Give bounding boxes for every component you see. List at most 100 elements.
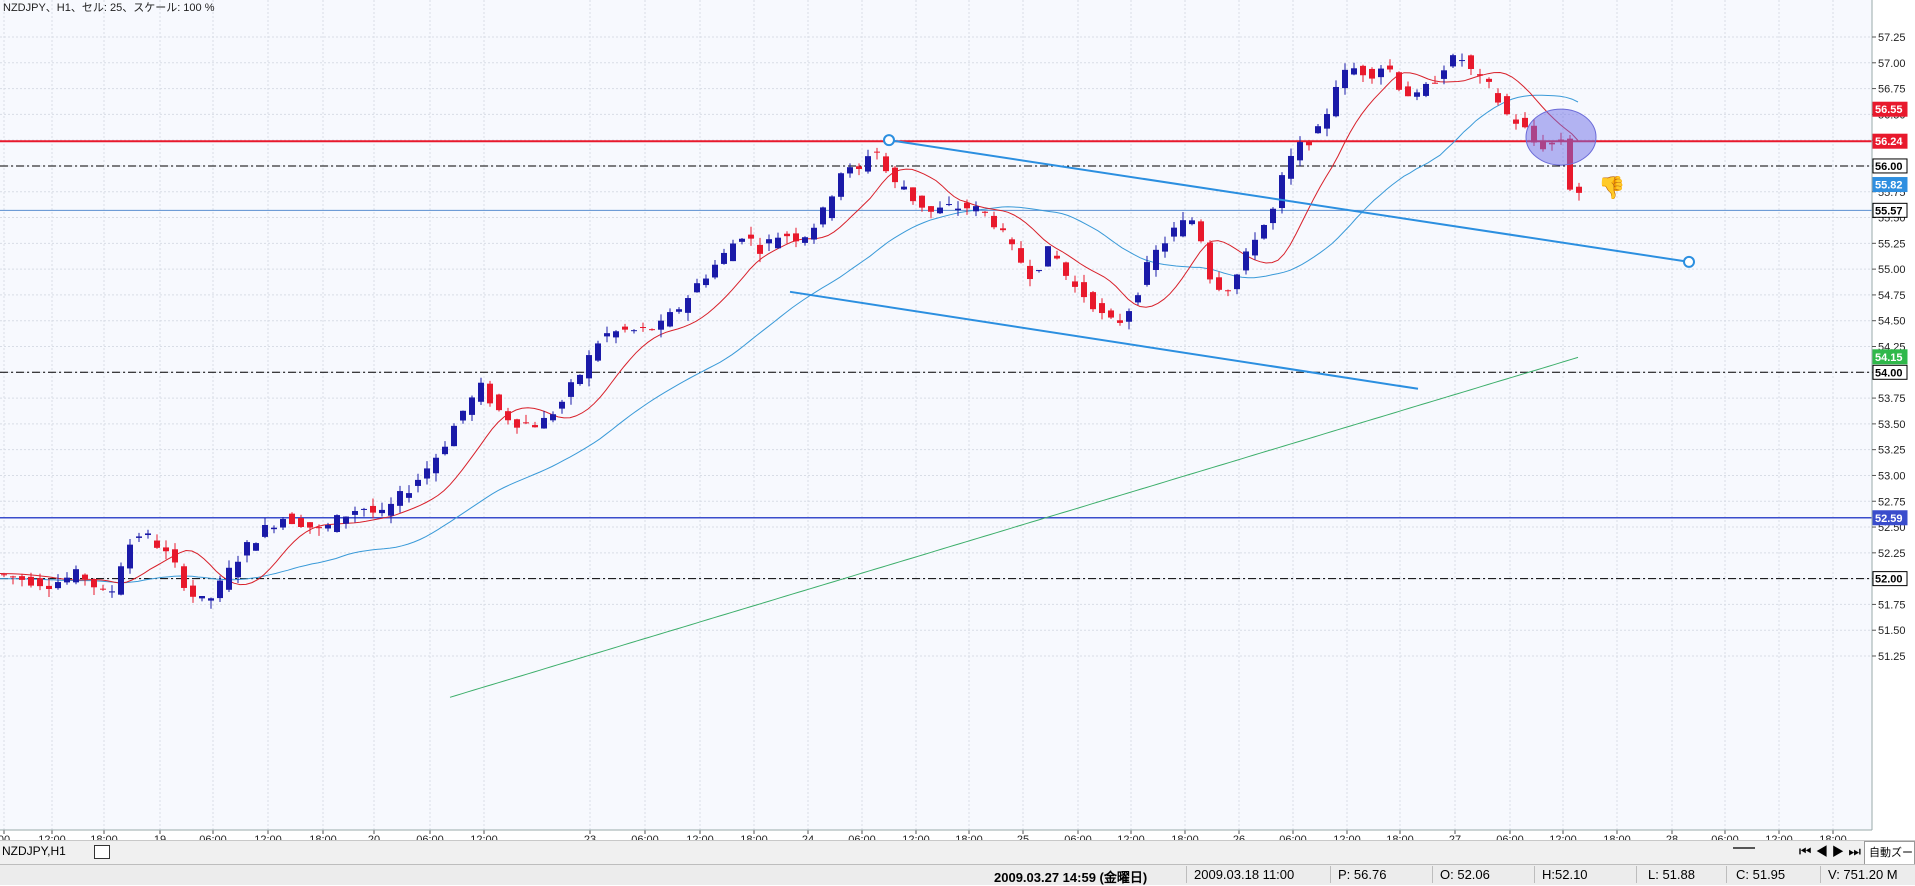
candle-body bbox=[1000, 228, 1006, 231]
candle-body bbox=[262, 525, 268, 537]
trendline-handle[interactable] bbox=[1683, 255, 1695, 268]
candle-body bbox=[64, 577, 70, 583]
price-axis[interactable]: 57.2557.0056.7556.5056.2556.0055.7555.50… bbox=[1872, 32, 1908, 663]
candle-body bbox=[766, 239, 772, 244]
candle-body bbox=[838, 173, 844, 197]
candle-body bbox=[757, 244, 763, 254]
candle-body bbox=[1117, 320, 1123, 323]
candle-body bbox=[91, 578, 97, 588]
candle-body bbox=[784, 233, 790, 237]
candle-body bbox=[982, 211, 988, 213]
candle-body bbox=[1198, 221, 1204, 242]
candle-body bbox=[1144, 262, 1150, 285]
candles bbox=[1, 53, 1582, 609]
candle-body bbox=[1153, 249, 1159, 271]
candle-body bbox=[1252, 239, 1258, 256]
candle-body bbox=[10, 576, 16, 578]
candle-body bbox=[775, 237, 781, 249]
candle-body bbox=[217, 580, 223, 599]
candle-body bbox=[1351, 68, 1357, 75]
candle-body bbox=[271, 527, 277, 530]
candle-body bbox=[811, 227, 817, 240]
trendline-lower[interactable] bbox=[789, 290, 1419, 390]
annotations: 👎 bbox=[1525, 108, 1625, 200]
scroll-indicator[interactable] bbox=[1733, 847, 1755, 849]
candle-body bbox=[307, 522, 313, 528]
candle-body bbox=[1288, 155, 1294, 179]
candle-body bbox=[1342, 69, 1348, 89]
candle-body bbox=[1405, 86, 1411, 97]
candle-body bbox=[829, 196, 835, 219]
candle-body bbox=[595, 343, 601, 361]
candle-body bbox=[73, 569, 79, 583]
window-icon[interactable] bbox=[94, 845, 110, 859]
candle-body bbox=[1522, 117, 1528, 128]
candle-body bbox=[631, 330, 637, 332]
candle-body bbox=[100, 588, 106, 590]
trendlines[interactable] bbox=[789, 134, 1695, 390]
candle-body bbox=[568, 382, 574, 397]
price-label-box bbox=[1872, 202, 1908, 218]
trendline-handle[interactable] bbox=[883, 134, 895, 147]
candle-body bbox=[19, 576, 25, 580]
candle-body bbox=[136, 536, 142, 538]
candle-body bbox=[226, 567, 232, 590]
candle-body bbox=[1072, 281, 1078, 287]
navigation-buttons[interactable]: ⏮◀▶⏭ bbox=[1798, 843, 1865, 859]
status-price: P: 56.76 bbox=[1338, 867, 1387, 882]
candle-body bbox=[181, 566, 187, 588]
candle-body bbox=[640, 326, 646, 328]
candle-body bbox=[46, 585, 52, 590]
candle-body bbox=[298, 518, 304, 528]
candle-body bbox=[1513, 119, 1519, 124]
candle-body bbox=[1387, 65, 1393, 70]
candle-body bbox=[622, 326, 628, 330]
candle-body bbox=[109, 591, 115, 593]
candle-body bbox=[1369, 68, 1375, 79]
y-tick-label: 52.25 bbox=[1878, 548, 1906, 560]
y-tick-label: 51.50 bbox=[1878, 625, 1906, 637]
candle-body bbox=[712, 264, 718, 278]
candle-body bbox=[820, 207, 826, 225]
candle-body bbox=[235, 561, 241, 578]
candle-body bbox=[1279, 175, 1285, 209]
candle-body bbox=[541, 417, 547, 429]
y-tick-label: 55.00 bbox=[1878, 264, 1906, 276]
price-label-box bbox=[1872, 510, 1908, 526]
candle-body bbox=[1297, 142, 1303, 161]
candle-body bbox=[424, 468, 430, 479]
trendline-upper[interactable] bbox=[888, 139, 1690, 263]
candle-body bbox=[1576, 186, 1582, 193]
candle-body bbox=[1306, 140, 1312, 146]
tab-nzdjpy[interactable]: NZDJPY,H1 bbox=[2, 844, 66, 858]
price-label: 55.82 bbox=[1875, 180, 1903, 192]
candle-body bbox=[82, 574, 88, 580]
price-label: 54.15 bbox=[1875, 352, 1903, 364]
candle-body bbox=[721, 252, 727, 264]
ma-short-line bbox=[0, 71, 1579, 586]
candle-body bbox=[397, 491, 403, 506]
candle-body bbox=[586, 355, 592, 379]
candle-body bbox=[865, 156, 871, 172]
candle-body bbox=[883, 156, 889, 172]
candle-body bbox=[1333, 86, 1339, 117]
candle-body bbox=[1468, 55, 1474, 70]
y-tick-label: 52.75 bbox=[1878, 496, 1906, 508]
candle-body bbox=[946, 204, 952, 206]
candle-body bbox=[1486, 78, 1492, 82]
candle-body bbox=[1225, 290, 1231, 292]
auto-zoom-button[interactable]: 自動ズー bbox=[1864, 841, 1915, 865]
candle-body bbox=[406, 493, 412, 498]
candle-body bbox=[739, 238, 745, 242]
candle-body bbox=[1, 574, 7, 576]
candle-body bbox=[1126, 311, 1132, 322]
candle-body bbox=[1270, 208, 1276, 224]
price-label: 56.00 bbox=[1875, 161, 1903, 173]
candle-body bbox=[550, 414, 556, 421]
y-tick-label: 56.75 bbox=[1878, 84, 1906, 96]
candle-body bbox=[388, 503, 394, 516]
price-label: 54.00 bbox=[1875, 367, 1903, 379]
candle-body bbox=[703, 278, 709, 286]
candle-body bbox=[577, 374, 583, 385]
